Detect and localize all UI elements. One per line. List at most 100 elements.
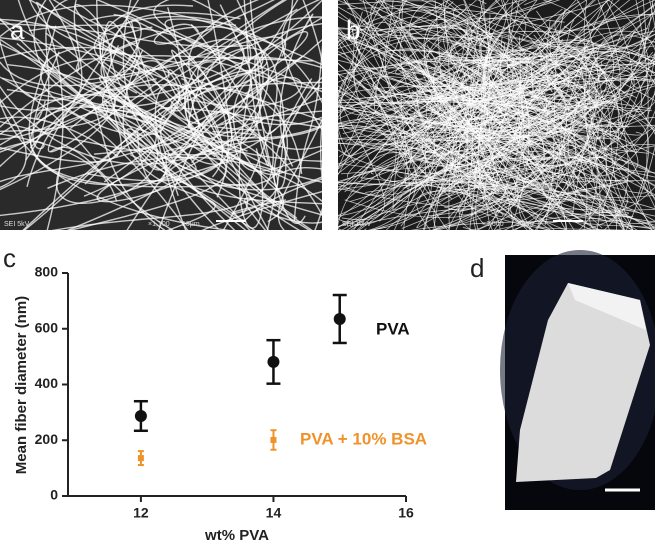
fiber	[488, 0, 603, 229]
fiber	[0, 46, 140, 153]
fiber	[338, 0, 442, 114]
fiber	[273, 78, 313, 190]
fiber	[36, 100, 189, 230]
fiber	[164, 18, 237, 198]
fiber	[25, 0, 69, 161]
fiber	[385, 145, 655, 230]
image-caption: 10μm	[182, 221, 200, 228]
fiber	[171, 49, 269, 230]
x-tick-label: 16	[398, 505, 414, 521]
fiber	[370, 0, 528, 88]
fiber	[338, 0, 492, 39]
fiber	[164, 130, 257, 160]
y-tick-label: 200	[35, 431, 59, 447]
fiber	[524, 0, 604, 99]
fiber	[184, 16, 322, 230]
fiber	[167, 0, 299, 146]
fiber	[372, 69, 498, 230]
fiber	[157, 107, 320, 223]
point	[333, 312, 346, 325]
fiber	[347, 77, 655, 178]
fiber	[0, 19, 219, 230]
fiber	[391, 77, 630, 170]
y-axis-label: Mean fiber diameter (nm)	[13, 296, 30, 474]
fiber	[477, 198, 655, 230]
fiber	[201, 190, 322, 230]
fiber	[341, 0, 621, 134]
y-tick-label: 800	[35, 264, 59, 280]
fiber	[188, 0, 322, 126]
fiber	[560, 69, 635, 230]
fiber	[338, 124, 405, 151]
fiber	[338, 143, 655, 227]
fiber	[443, 17, 650, 172]
fiber	[0, 36, 287, 87]
fiber	[488, 90, 616, 184]
fiber	[17, 0, 322, 98]
fiber	[52, 0, 181, 152]
fiber	[338, 11, 563, 230]
fiber	[338, 16, 566, 194]
photo-d	[500, 250, 655, 510]
fiber	[430, 61, 603, 230]
fiber	[588, 50, 655, 230]
fiber	[436, 9, 579, 138]
fiber	[338, 10, 570, 227]
fiber	[487, 105, 599, 230]
fiber	[478, 0, 655, 187]
point	[137, 455, 144, 462]
fiber	[471, 14, 655, 230]
x-tick-label: 14	[266, 505, 282, 521]
fiber	[122, 0, 322, 191]
fiber	[197, 61, 322, 138]
fiber	[0, 26, 322, 129]
image-caption: 10μm	[516, 221, 534, 228]
fiber	[373, 0, 655, 118]
fiber	[463, 0, 586, 186]
fiber	[338, 152, 655, 217]
fiber	[539, 12, 655, 135]
fiber	[424, 0, 451, 196]
fiber	[374, 85, 569, 206]
fiber	[338, 70, 449, 230]
fiber	[494, 0, 639, 198]
fiber	[427, 184, 630, 230]
fiber	[542, 0, 614, 107]
fiber	[1, 77, 227, 230]
sem-image-b	[338, 0, 655, 230]
fiber	[293, 44, 322, 221]
fiber	[0, 38, 157, 102]
fiber	[341, 0, 594, 230]
fiber	[464, 0, 620, 215]
fiber	[376, 26, 565, 53]
fiber	[278, 76, 322, 230]
fiber	[102, 61, 322, 176]
fiber	[281, 0, 322, 131]
fiber	[506, 85, 655, 230]
fiber	[96, 97, 322, 203]
fiber	[338, 147, 655, 223]
y-tick-label: 0	[50, 487, 58, 503]
fiber	[29, 106, 263, 186]
fiber	[191, 80, 284, 196]
fiber	[338, 101, 655, 230]
fiber	[549, 0, 633, 104]
fiber	[29, 98, 166, 230]
fiber	[153, 0, 275, 45]
fiber	[338, 85, 652, 110]
image-caption: SEI 10kV	[342, 221, 372, 228]
y-tick-label: 400	[35, 375, 59, 391]
fiber	[110, 12, 322, 224]
fiber	[74, 3, 151, 76]
fiber	[0, 97, 27, 188]
fiber	[215, 0, 322, 127]
fiber	[338, 95, 453, 200]
fiber	[0, 116, 119, 157]
fiber	[424, 152, 514, 230]
fiber	[338, 85, 574, 213]
fiber	[207, 0, 322, 172]
fiber	[443, 0, 531, 228]
fiber	[66, 172, 191, 230]
sem-image-a	[0, 0, 322, 230]
